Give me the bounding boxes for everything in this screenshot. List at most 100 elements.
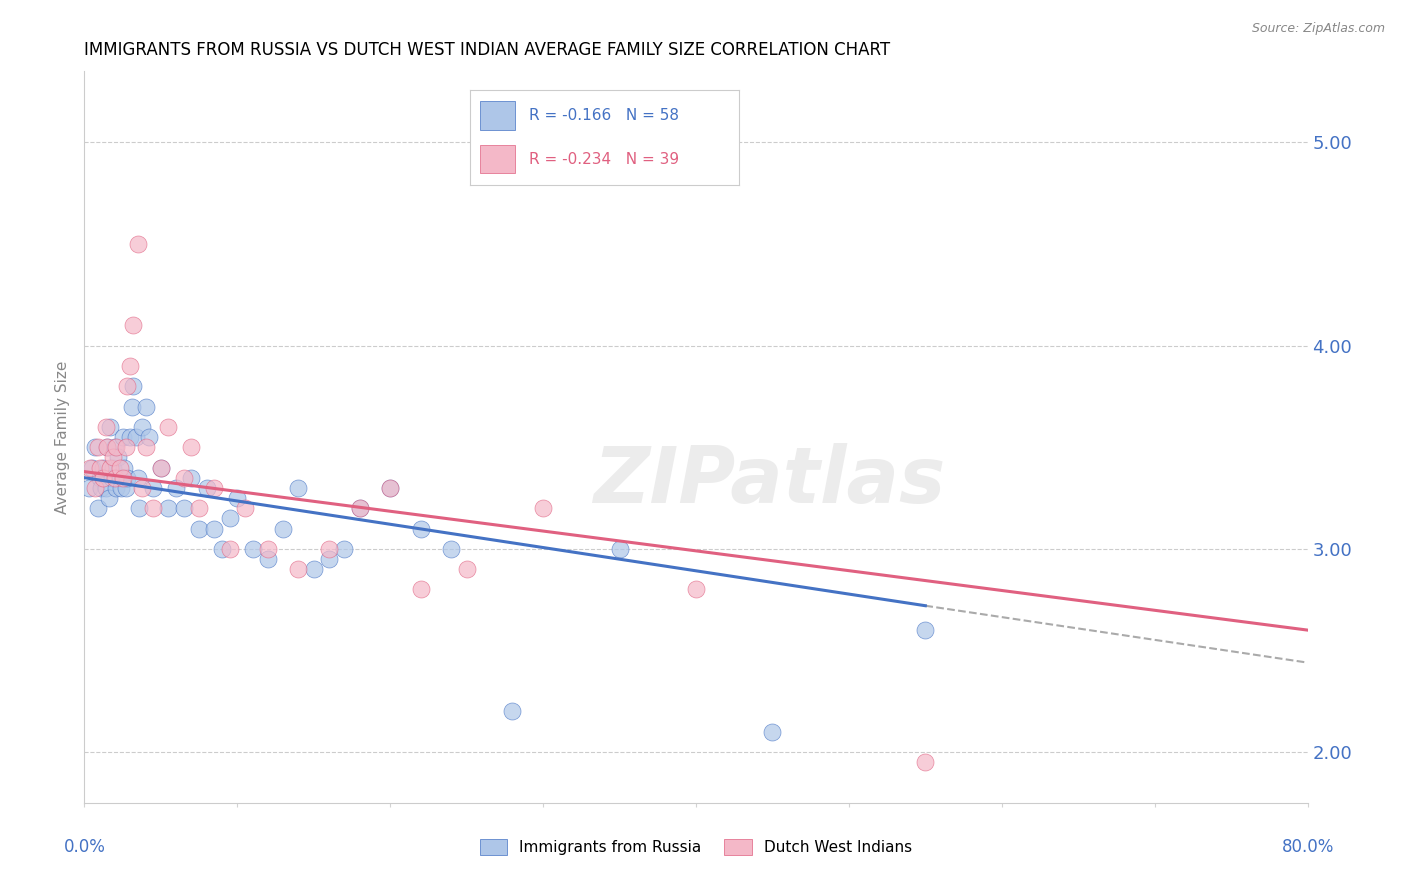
Point: [302, 562, 325, 576]
Point: [135, 440, 157, 454]
Point: [120, 430, 142, 444]
Point: [90, 481, 112, 495]
Point: [135, 400, 157, 414]
Point: [96, 440, 118, 454]
Point: [761, 724, 783, 739]
Point: [287, 481, 309, 495]
Point: [120, 359, 142, 373]
Point: [157, 420, 180, 434]
Point: [131, 420, 153, 434]
Point: [333, 541, 356, 556]
Point: [122, 379, 145, 393]
Point: [173, 471, 195, 485]
Point: [165, 481, 187, 495]
Point: [80, 460, 103, 475]
Point: [380, 481, 402, 495]
Text: ZIPatlas: ZIPatlas: [593, 443, 945, 519]
Text: 0.0%: 0.0%: [63, 838, 105, 855]
Point: [409, 521, 432, 535]
Point: [257, 552, 280, 566]
Point: [188, 521, 211, 535]
Text: IMMIGRANTS FROM RUSSIA VS DUTCH WEST INDIAN AVERAGE FAMILY SIZE CORRELATION CHAR: IMMIGRANTS FROM RUSSIA VS DUTCH WEST IND…: [84, 41, 890, 59]
Point: [105, 440, 128, 454]
Point: [149, 460, 172, 475]
Point: [180, 471, 202, 485]
Point: [127, 471, 149, 485]
Point: [218, 511, 240, 525]
Point: [110, 481, 132, 495]
Point: [440, 541, 463, 556]
Point: [87, 440, 110, 454]
Point: [531, 501, 554, 516]
Point: [202, 481, 225, 495]
Point: [112, 460, 135, 475]
Point: [127, 237, 149, 252]
Point: [173, 501, 195, 516]
Point: [456, 562, 478, 576]
Point: [349, 501, 371, 516]
Point: [91, 471, 114, 485]
Point: [609, 541, 631, 556]
Point: [98, 460, 121, 475]
Point: [79, 460, 101, 475]
Point: [142, 481, 165, 495]
Point: [131, 481, 153, 495]
Point: [77, 481, 100, 495]
Point: [128, 501, 150, 516]
Point: [685, 582, 707, 597]
Point: [195, 481, 218, 495]
Point: [114, 440, 136, 454]
Point: [98, 420, 121, 434]
Point: [409, 582, 432, 597]
Point: [125, 430, 148, 444]
Point: [105, 481, 128, 495]
Point: [84, 481, 107, 495]
Point: [97, 491, 120, 505]
Point: [108, 471, 131, 485]
Point: [89, 471, 111, 485]
Point: [103, 460, 125, 475]
Point: [89, 460, 111, 475]
Point: [188, 501, 211, 516]
Point: [257, 541, 280, 556]
Point: [115, 379, 138, 393]
Point: [138, 430, 160, 444]
Point: [94, 481, 117, 495]
Point: [104, 440, 127, 454]
Point: [271, 521, 294, 535]
Y-axis label: Average Family Size: Average Family Size: [55, 360, 70, 514]
Point: [157, 501, 180, 516]
Point: [318, 552, 340, 566]
Point: [103, 450, 125, 465]
Point: [107, 450, 129, 465]
Point: [91, 460, 114, 475]
Text: 80.0%: 80.0%: [1281, 838, 1334, 855]
Point: [914, 623, 936, 637]
Point: [84, 440, 107, 454]
Point: [87, 501, 110, 516]
Point: [502, 705, 524, 719]
Point: [122, 318, 145, 333]
Point: [111, 430, 134, 444]
Point: [104, 471, 127, 485]
Point: [233, 501, 256, 516]
Point: [211, 541, 233, 556]
Point: [149, 460, 172, 475]
Point: [202, 521, 225, 535]
Point: [121, 400, 143, 414]
Text: Source: ZipAtlas.com: Source: ZipAtlas.com: [1251, 22, 1385, 36]
Point: [142, 501, 165, 516]
Point: [287, 562, 309, 576]
Point: [218, 541, 240, 556]
Point: [94, 420, 117, 434]
Point: [114, 481, 136, 495]
Point: [380, 481, 402, 495]
Point: [96, 440, 118, 454]
Point: [242, 541, 264, 556]
Point: [226, 491, 249, 505]
Point: [115, 471, 138, 485]
Point: [108, 460, 131, 475]
Point: [180, 440, 202, 454]
Point: [318, 541, 340, 556]
Point: [101, 471, 124, 485]
